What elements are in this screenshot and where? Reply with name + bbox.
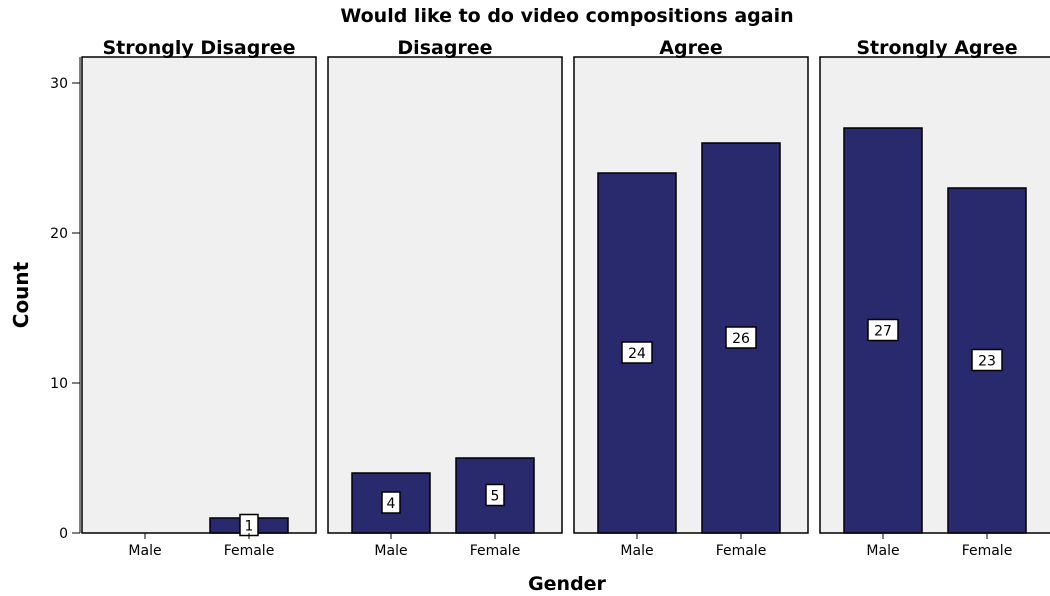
x-axis-label: Gender — [528, 573, 606, 595]
y-axis: 0 10 20 30 — [50, 57, 81, 542]
panel-title: Disagree — [397, 37, 492, 59]
data-label-box — [867, 318, 899, 342]
panel: Strongly Agree 27 Male 23 Female — [819, 37, 1050, 559]
data-label-box — [971, 348, 1003, 372]
data-label-box — [381, 491, 401, 514]
data-label: 23 — [978, 354, 996, 370]
y-axis-label: Count — [9, 261, 33, 328]
data-label-box — [621, 341, 653, 364]
x-tick-label: Female — [224, 543, 275, 559]
panel-frame — [81, 56, 317, 534]
panel: Disagree 4 Male 5 Female — [327, 37, 563, 559]
panel: Agree 24 Male 26 Female — [573, 37, 809, 559]
data-label: 4 — [387, 496, 396, 512]
chart-title: Would like to do video compositions agai… — [340, 5, 793, 27]
data-label: 26 — [732, 331, 750, 347]
panels: Strongly Disagree Male 1 Female Disagree 4 Mal… — [81, 37, 1050, 559]
panel-title: Strongly Agree — [856, 37, 1017, 59]
panel-title: Strongly Disagree — [103, 37, 296, 59]
y-tick-label: 20 — [50, 226, 68, 242]
y-tick-label: 30 — [50, 76, 68, 92]
y-tick-label: 10 — [50, 376, 68, 392]
data-label: 1 — [245, 519, 254, 535]
x-tick-label: Male — [374, 543, 407, 559]
panel-frame — [327, 56, 563, 534]
panel-title: Agree — [659, 37, 722, 59]
data-label-box — [725, 326, 757, 349]
data-label-box — [485, 483, 505, 507]
data-label: 24 — [628, 346, 646, 362]
x-tick-label: Female — [962, 543, 1013, 559]
x-tick-label: Male — [128, 543, 161, 559]
x-tick-label: Male — [620, 543, 653, 559]
y-tick-label: 0 — [59, 526, 68, 542]
data-label: 27 — [874, 324, 892, 340]
data-label: 5 — [491, 489, 500, 505]
panel: Strongly Disagree Male 1 Female — [81, 37, 317, 559]
x-tick-label: Female — [716, 543, 767, 559]
x-tick-label: Female — [470, 543, 521, 559]
x-tick-label: Male — [866, 543, 899, 559]
